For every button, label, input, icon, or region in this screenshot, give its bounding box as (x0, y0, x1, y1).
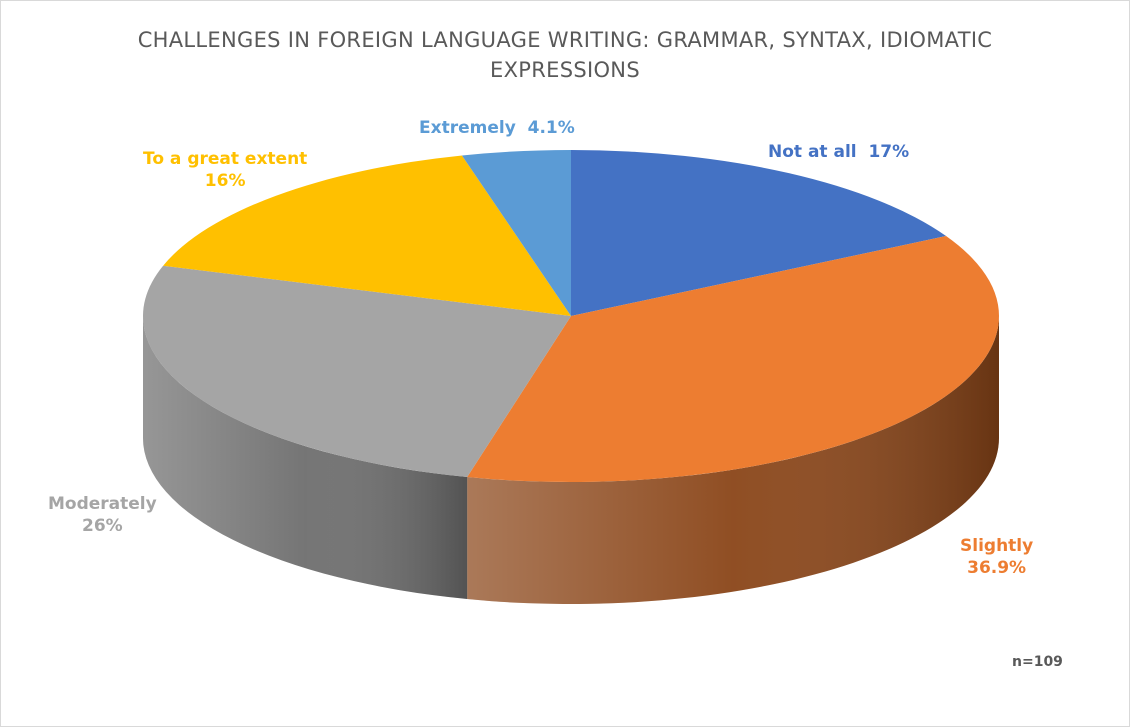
pie-side-shading (143, 316, 468, 600)
data-label-category: To a great extent (143, 149, 308, 169)
data-label-moderately: Moderately 26% (48, 493, 157, 537)
pie-slice-to-a-great-extent (163, 155, 571, 316)
pie-slice-slightly (467, 236, 999, 482)
data-label-value: 17% (868, 142, 910, 162)
pie-slice-extremely (461, 150, 571, 316)
data-label-extremely: Extremely 4.1% (419, 117, 575, 139)
data-label-value: 4.1% (527, 118, 575, 138)
data-label-slightly: Slightly 36.9% (960, 535, 1033, 579)
data-label-value: 16% (204, 171, 246, 191)
data-label-category: Slightly (960, 536, 1034, 556)
data-label-category: Moderately (48, 494, 157, 514)
pie-slice-moderately (143, 265, 572, 478)
data-label-value: 26% (82, 516, 123, 536)
pie-side-shading (467, 316, 999, 604)
chart-title: CHALLENGES IN FOREIGN LANGUAGE WRITING: … (137, 28, 993, 82)
data-label-to-a-great-extent: To a great extent 16% (143, 148, 307, 192)
pie-slice-not-at-all (571, 150, 947, 316)
data-label-category: Extremely (419, 118, 516, 138)
data-label-category: Not at all (768, 142, 857, 162)
sample-size-note: n=109 (1012, 654, 1063, 670)
data-label-value: 36.9% (967, 558, 1027, 578)
data-label-not-at-all: Not at all 17% (768, 141, 909, 163)
